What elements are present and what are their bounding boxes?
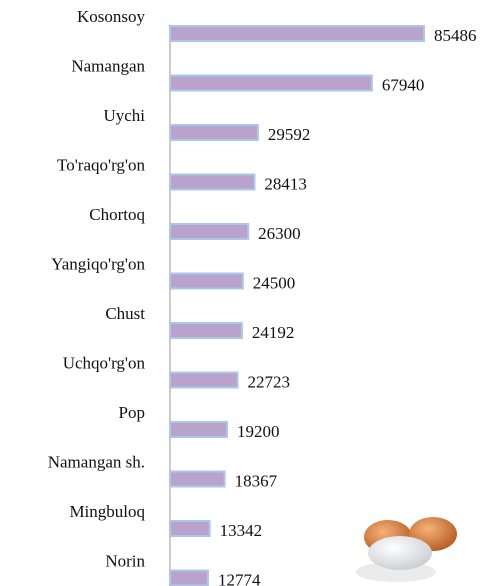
category-label: Namangan	[71, 56, 145, 75]
category-label: Namangan sh.	[48, 452, 145, 471]
value-label: 26300	[258, 224, 301, 243]
bar	[170, 571, 208, 586]
value-label: 19200	[237, 422, 280, 441]
bar	[170, 274, 243, 289]
bar	[170, 521, 210, 536]
category-label: Pop	[119, 403, 145, 422]
category-label: Norin	[105, 551, 145, 570]
category-label: Yangiqo'rg'on	[51, 254, 145, 273]
bar	[170, 224, 248, 239]
chart: Kosonsoy 85486 Namangan 67940 Uychi 29592 To'r…	[0, 0, 493, 586]
category-label: To'raqo'rg'on	[57, 155, 145, 174]
page: Kosonsoy 85486 Namangan 67940 Uychi 29592 To'r…	[0, 0, 493, 586]
value-label: 67940	[382, 75, 425, 94]
bar	[170, 373, 238, 388]
value-label: 85486	[434, 26, 477, 45]
value-label: 29592	[268, 125, 311, 144]
category-label: Mingbuloq	[69, 502, 145, 521]
bar	[170, 76, 372, 91]
value-label: 22723	[248, 372, 290, 391]
category-label: Kosonsoy	[77, 7, 146, 26]
value-label: 24192	[252, 323, 295, 342]
value-label: 13342	[220, 521, 263, 540]
value-label: 28413	[264, 174, 307, 193]
category-label: Uchqo'rg'on	[63, 353, 146, 372]
value-label: 24500	[253, 273, 295, 292]
bar	[170, 175, 254, 190]
bar	[170, 472, 225, 487]
category-label: Chust	[105, 304, 145, 323]
bar	[170, 125, 258, 140]
bar	[170, 422, 227, 437]
bar	[170, 323, 242, 338]
eggs-illustration	[356, 517, 457, 582]
category-label: Chortoq	[89, 205, 145, 224]
value-label: 12774	[218, 570, 261, 586]
egg	[368, 536, 432, 570]
category-label: Uychi	[103, 106, 145, 125]
value-label: 18367	[235, 471, 278, 490]
bar	[170, 26, 424, 41]
